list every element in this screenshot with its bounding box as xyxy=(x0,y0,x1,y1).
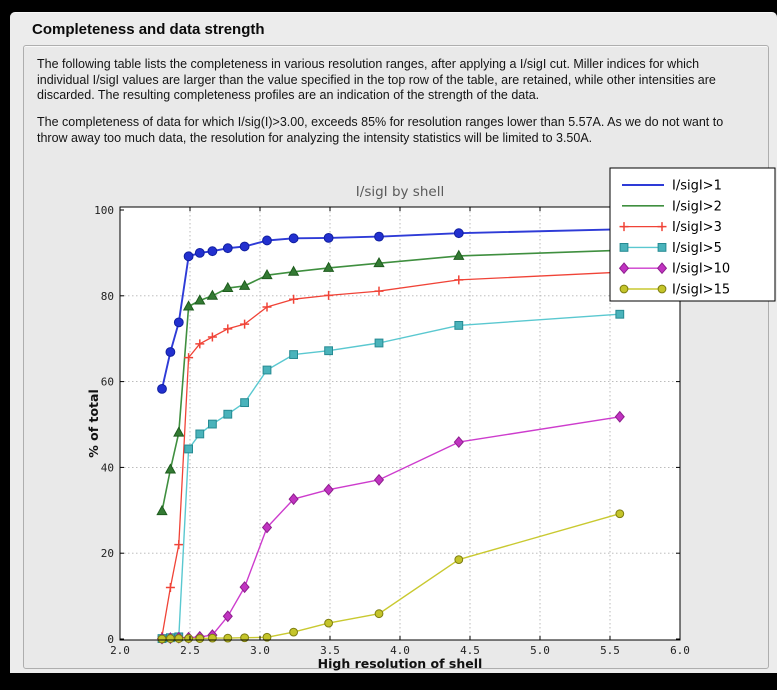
legend-entry-I-sigI-15: I/sigI>15 xyxy=(619,283,730,298)
report-panel: The following table lists the completene… xyxy=(23,45,776,671)
y-tick-labels: 0 20 40 60 80 100 xyxy=(94,204,114,646)
svg-text:I/sigI>2: I/sigI>2 xyxy=(672,199,722,214)
svg-text:I/sigI>1: I/sigI>1 xyxy=(672,179,722,194)
chart-svg: 2.0 2.5 3.0 3.5 4.0 4.5 5.0 5.5 6.0 0 20 40 60 80 100 I… xyxy=(86,167,776,671)
svg-text:I/sigI>5: I/sigI>5 xyxy=(672,241,722,256)
svg-text:80: 80 xyxy=(101,290,114,303)
paragraph-completeness-description: The following table lists the completene… xyxy=(37,57,716,102)
svg-text:3.0: 3.0 xyxy=(250,644,270,657)
svg-text:I/sigI>10: I/sigI>10 xyxy=(672,262,730,277)
page-title: Completeness and data strength xyxy=(32,21,265,38)
svg-text:5.5: 5.5 xyxy=(600,644,620,657)
gridlines xyxy=(120,207,680,640)
svg-text:2.5: 2.5 xyxy=(180,644,200,657)
legend-entry-I-sigI-1: I/sigI>1 xyxy=(622,179,722,194)
svg-text:3.5: 3.5 xyxy=(320,644,340,657)
tick-marks xyxy=(119,207,681,640)
x-tick-labels: 2.0 2.5 3.0 3.5 4.0 4.5 5.0 5.5 6.0 xyxy=(110,644,690,657)
svg-text:I/sigI>3: I/sigI>3 xyxy=(672,220,722,235)
series-I-sigI-1 xyxy=(157,224,625,394)
chart-title: I/sigI by shell xyxy=(356,184,444,200)
legend-entry-I-sigI-2: I/sigI>2 xyxy=(622,199,722,214)
svg-text:100: 100 xyxy=(94,204,114,217)
y-axis-label: % of total xyxy=(86,389,101,458)
svg-text:6.0: 6.0 xyxy=(670,644,690,657)
paragraph-resolution-note: The completeness of data for which I/sig… xyxy=(37,115,724,145)
svg-text:4.0: 4.0 xyxy=(390,644,410,657)
svg-text:60: 60 xyxy=(101,376,114,389)
svg-text:4.5: 4.5 xyxy=(460,644,480,657)
svg-text:5.0: 5.0 xyxy=(530,644,550,657)
svg-text:I/sigI>15: I/sigI>15 xyxy=(672,283,730,298)
x-axis-label: High resolution of shell xyxy=(318,656,483,671)
svg-text:20: 20 xyxy=(101,547,114,560)
chart-legend: I/sigI>1 I/sigI>2 I/sigI>3 I/sigI>5 I/sigI>1… xyxy=(609,167,776,302)
completeness-chart: 2.0 2.5 3.0 3.5 4.0 4.5 5.0 5.5 6.0 0 20 40 60 80 100 I… xyxy=(24,165,777,675)
svg-text:0: 0 xyxy=(107,633,114,646)
legend-entry-I-sigI-3: I/sigI>3 xyxy=(619,220,722,235)
svg-text:40: 40 xyxy=(101,461,114,474)
legend-box xyxy=(609,167,776,302)
legend-entry-I-sigI-10: I/sigI>10 xyxy=(618,262,730,277)
report-window: Completeness and data strength The follo… xyxy=(10,12,777,673)
svg-text:2.0: 2.0 xyxy=(110,644,130,657)
legend-entry-I-sigI-5: I/sigI>5 xyxy=(619,241,722,256)
